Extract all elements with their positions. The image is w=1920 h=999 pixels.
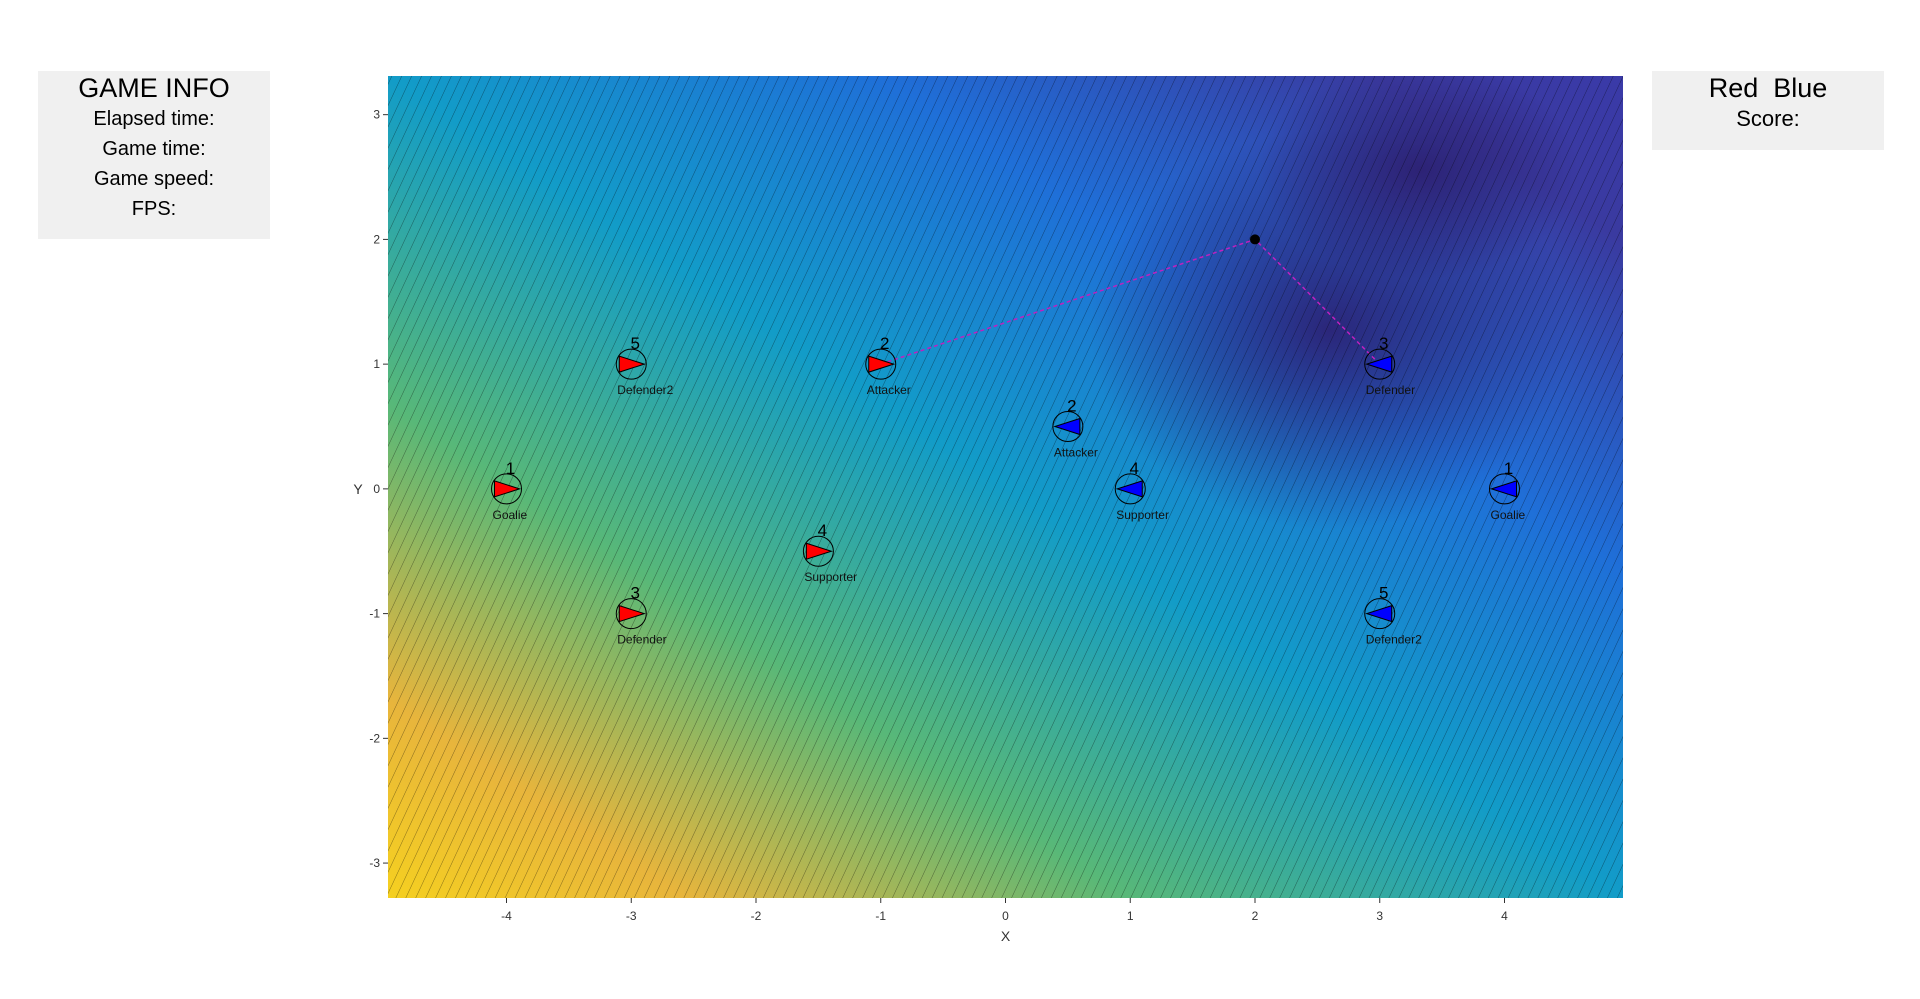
score-panel: Red Blue Score: xyxy=(1652,71,1884,150)
player-number: 2 xyxy=(1067,397,1076,416)
player-number: 2 xyxy=(880,334,889,353)
player-body xyxy=(618,604,646,623)
info-line: Game time: xyxy=(102,138,206,160)
player xyxy=(1488,473,1520,505)
player-role: Defender xyxy=(617,633,666,647)
player-role: Attacker xyxy=(867,383,911,397)
player-role: Defender2 xyxy=(1366,633,1422,647)
player-number: 5 xyxy=(631,334,640,353)
pass-path xyxy=(880,238,1256,365)
player xyxy=(615,598,647,630)
player-role: Goalie xyxy=(493,508,528,522)
y-tick-label: -2 xyxy=(369,731,380,745)
player xyxy=(802,535,834,567)
y-tick-label: -3 xyxy=(369,856,380,870)
player-number: 1 xyxy=(506,459,515,478)
player-number: 5 xyxy=(1379,584,1388,603)
player xyxy=(1052,411,1084,443)
x-tick-label: -4 xyxy=(501,909,512,923)
player-ring xyxy=(1052,411,1084,443)
info-line: Elapsed time: xyxy=(93,108,215,130)
teams: Red Blue xyxy=(1708,73,1828,103)
player-body xyxy=(1365,604,1393,623)
player-body xyxy=(618,355,646,373)
x-tick-label: 3 xyxy=(1376,909,1383,923)
player xyxy=(865,348,897,380)
player-ring xyxy=(1114,473,1146,505)
player-body xyxy=(1115,480,1143,498)
x-tick-label: -1 xyxy=(875,909,886,923)
player-role: Defender2 xyxy=(617,383,673,397)
player-ring xyxy=(1364,598,1396,630)
player-body xyxy=(868,355,896,373)
x-tick-label: 2 xyxy=(1252,909,1259,923)
player xyxy=(615,348,647,380)
x-tick-label: 0 xyxy=(1002,909,1009,923)
info-line: FPS: xyxy=(131,198,177,220)
y-tick-label: -1 xyxy=(369,607,380,621)
player-role: Supporter xyxy=(1116,508,1169,522)
player-ring xyxy=(1364,348,1396,380)
info-line: Game speed: xyxy=(93,168,215,190)
player-number: 3 xyxy=(631,584,640,603)
player-body xyxy=(494,480,522,498)
player-ring xyxy=(615,348,647,380)
player-number: 3 xyxy=(1379,334,1388,353)
game-info-panel: GAME INFO Elapsed time: Game time: Game … xyxy=(38,71,270,239)
ball xyxy=(1249,234,1260,245)
player-role: Supporter xyxy=(804,570,857,584)
player-ring xyxy=(865,348,897,380)
potential-field xyxy=(388,76,1623,898)
pass-path xyxy=(1254,238,1381,365)
player-body xyxy=(1365,355,1393,373)
y-tick-label: 2 xyxy=(373,232,380,246)
player-body xyxy=(1053,417,1081,436)
player xyxy=(1364,598,1396,630)
player-ring xyxy=(491,473,523,505)
x-tick-label: -3 xyxy=(626,909,637,923)
y-tick-label: 3 xyxy=(373,108,380,122)
player xyxy=(491,473,523,505)
player-ring xyxy=(1488,473,1520,505)
y-tick-label: 0 xyxy=(373,482,380,496)
x-axis-label: X xyxy=(1001,928,1011,944)
player-body xyxy=(1489,480,1517,498)
player-number: 1 xyxy=(1504,459,1513,478)
x-tick-label: 4 xyxy=(1501,909,1508,923)
player-ring xyxy=(802,535,834,567)
y-tick-label: 1 xyxy=(373,357,380,371)
player-number: 4 xyxy=(1130,459,1139,478)
player-role: Defender xyxy=(1366,383,1415,397)
player xyxy=(1364,348,1396,380)
player xyxy=(1114,473,1146,505)
x-tick-label: -2 xyxy=(751,909,762,923)
x-tick-label: 1 xyxy=(1127,909,1134,923)
player-role: Goalie xyxy=(1490,508,1525,522)
y-axis-label: Y xyxy=(353,481,363,497)
player-body xyxy=(805,542,834,560)
panel-title: GAME INFO xyxy=(78,73,230,103)
player-ring xyxy=(615,598,647,630)
player-number: 4 xyxy=(818,521,827,540)
score-label: Score: xyxy=(1736,106,1800,131)
player-role: Attacker xyxy=(1054,446,1098,460)
